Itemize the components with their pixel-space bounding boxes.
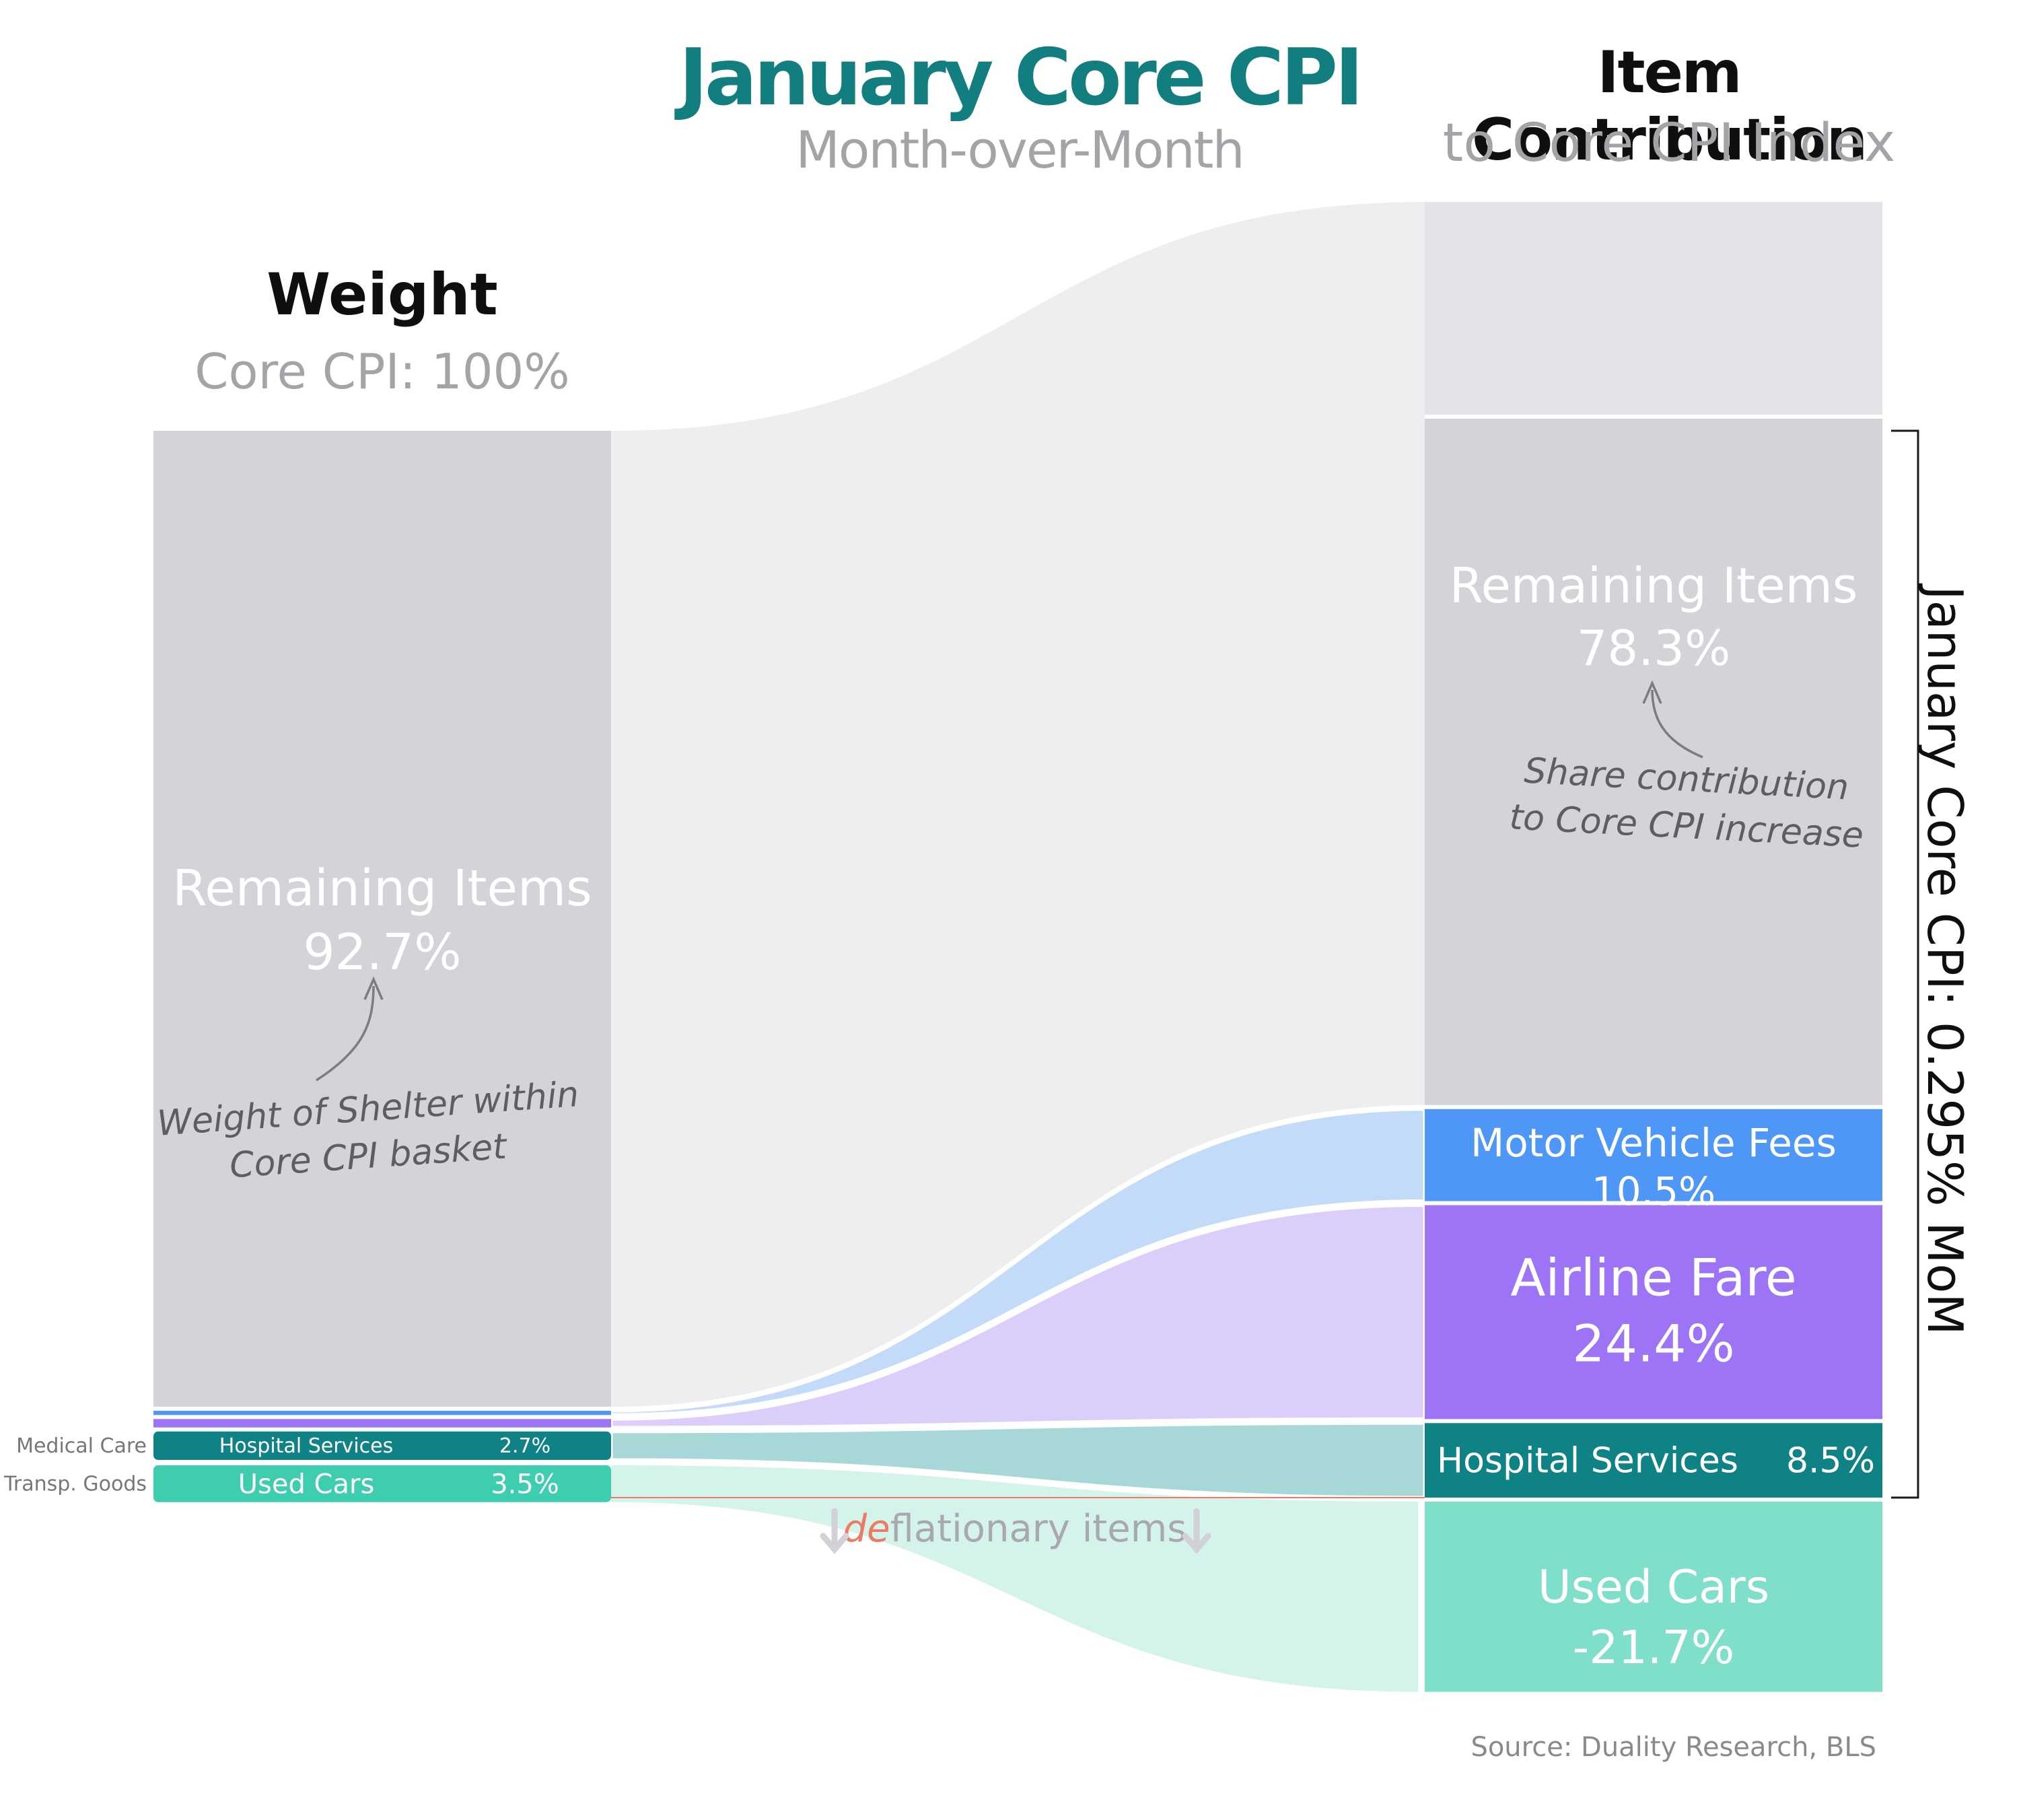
annotation-contrib-arrowhead (1642, 680, 1662, 704)
right-node-motor-vehicle-fees (1425, 1109, 1882, 1201)
right-node-unexplained (1425, 202, 1882, 415)
right-node-hospital-services (1425, 1423, 1882, 1498)
right-node-airline-fare (1425, 1205, 1882, 1420)
right-label-hospital-services: Hospital Services (1437, 1441, 1738, 1481)
annotation-weight-arrowhead (363, 976, 384, 1000)
contribution-heading: Item Contribution (1471, 39, 1868, 174)
chart-subtitle: Month-over-Month (795, 120, 1244, 180)
annotation-contrib-arrow (1651, 689, 1703, 759)
left-node-motor-vehicle-fees (153, 1411, 611, 1415)
right-value-hospital-services: 8.5% (1786, 1441, 1875, 1481)
chart-title: January Core CPI (678, 32, 1363, 123)
left-label-remaining-items: Remaining Items (172, 860, 592, 917)
left-label-hospital-services: Hospital Services (219, 1434, 393, 1458)
deflation-arrow-2 (1182, 1508, 1211, 1554)
left-node-hospital-services (153, 1431, 611, 1461)
right-node-used-cars (1425, 1502, 1882, 1692)
left-value-hospital-services: 2.7% (499, 1434, 551, 1458)
flow-remaining-items (611, 202, 1425, 1407)
weight-heading: Weight (267, 261, 498, 328)
right-label-used-cars: Used Cars (1538, 1561, 1769, 1614)
weight-subheading: Core CPI: 100% (194, 343, 570, 400)
deflationary-items-label: deflationary items (843, 1507, 1187, 1551)
flow-airline-fare (609, 1203, 1427, 1430)
annotation-weight-arrow (316, 985, 375, 1082)
core-cpi-bracket (1891, 429, 1919, 1499)
right-node-remaining-items (1425, 419, 1882, 1105)
deflationary-prefix: de (843, 1507, 890, 1551)
flow-used-cars (611, 1465, 1418, 1692)
left-label-used-cars: Used Cars (238, 1469, 375, 1500)
right-label-motor-vehicle-fees: Motor Vehicle Fees (1471, 1120, 1837, 1166)
right-value-remaining-items: 78.3% (1577, 620, 1731, 676)
left-node-remaining-items (153, 431, 611, 1407)
right-label-remaining-items: Remaining Items (1450, 557, 1858, 614)
right-label-airline-fare: Airline Fare (1510, 1247, 1796, 1307)
right-value-motor-vehicle-fees: 10.5% (1592, 1168, 1715, 1214)
category-label-medical-care: Medical Care (16, 1434, 147, 1458)
core-cpi-side-label: January Core CPI: 0.295% MoM (1917, 586, 1973, 1335)
right-value-airline-fare: 24.4% (1572, 1313, 1734, 1373)
deflation-arrow-1 (820, 1508, 849, 1554)
left-value-used-cars: 3.5% (491, 1469, 559, 1500)
left-node-airline-fare (153, 1419, 611, 1428)
source-note: Source: Duality Research, BLS (1471, 1732, 1876, 1763)
left-node-used-cars (153, 1465, 611, 1502)
right-value-used-cars: -21.7% (1573, 1621, 1735, 1675)
contribution-subheading: to Core CPI Index (1442, 113, 1896, 174)
deflationary-suffix: flationary items (890, 1507, 1187, 1551)
category-label-transp-goods: Transp. Goods (3, 1472, 147, 1496)
left-value-remaining-items: 92.7% (303, 923, 461, 981)
